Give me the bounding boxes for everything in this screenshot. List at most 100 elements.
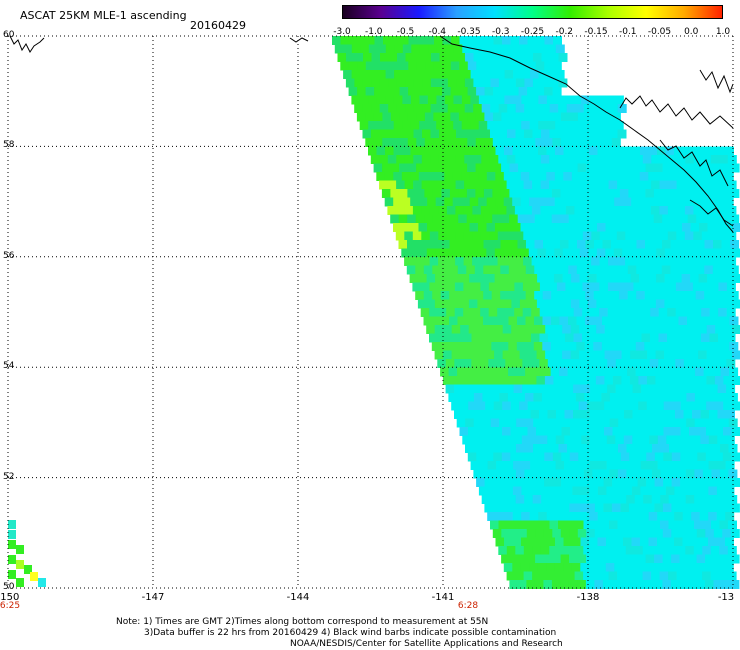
swath-cell <box>518 503 528 513</box>
swath-cell <box>708 486 718 496</box>
swath-cell <box>552 529 562 538</box>
swath-cell <box>728 495 738 504</box>
swath-cell <box>661 291 671 300</box>
swath-cell <box>605 172 615 181</box>
swath-cell <box>465 393 475 402</box>
swath-cell <box>612 478 622 487</box>
swath-cell <box>458 214 468 224</box>
swath-cell <box>723 427 732 436</box>
swath-cell <box>665 146 675 156</box>
swath-cell <box>725 146 734 156</box>
swath-cell <box>644 316 654 326</box>
swath-cell <box>433 138 443 147</box>
swath-cell <box>506 257 516 266</box>
swath-cell <box>689 325 699 334</box>
swath-cell <box>562 248 572 258</box>
swath-cell <box>391 87 401 96</box>
swath-cell <box>436 121 446 130</box>
swath-cell <box>701 231 711 241</box>
swath-cell <box>539 384 549 394</box>
swath-cell <box>505 410 514 419</box>
swath-cell <box>724 274 734 283</box>
swath-cell <box>503 248 513 258</box>
note-line-3: NOAA/NESDIS/Center for Satellite Applica… <box>290 639 563 649</box>
swath-cell <box>574 155 584 164</box>
swath-cell <box>531 282 541 292</box>
swath-cell <box>718 206 728 215</box>
swath-cell <box>495 172 505 181</box>
swath-cell <box>432 265 442 275</box>
swath-cell <box>686 444 695 453</box>
swath-cell <box>723 325 733 334</box>
swath-cell <box>655 376 665 385</box>
swath-cell <box>561 452 571 462</box>
swath-cell <box>534 240 544 249</box>
swath-cell <box>685 546 695 555</box>
swath-cell <box>507 418 517 428</box>
swath-cell <box>730 189 740 198</box>
swath-cell <box>407 163 417 173</box>
swath-cell <box>727 231 737 241</box>
swath-cell <box>506 180 516 190</box>
swath-cell <box>524 469 534 479</box>
swath-cell <box>697 401 707 411</box>
swath-cell <box>685 571 695 581</box>
swath-cell <box>475 138 485 147</box>
swath-cell <box>334 44 344 54</box>
swath-cell <box>526 240 535 249</box>
swath-cell <box>558 104 568 113</box>
swath-cell <box>471 308 481 317</box>
swath-cell <box>535 503 545 513</box>
swath-cell <box>401 197 411 207</box>
swath-cell <box>555 121 565 130</box>
swath-cell <box>541 53 551 62</box>
swath-cell <box>624 410 633 419</box>
swath-cell <box>719 571 729 581</box>
swath-cell <box>503 563 513 572</box>
swath-cell <box>627 291 637 300</box>
swath-cell <box>595 478 605 487</box>
swath-cell <box>596 248 606 258</box>
swath-cell <box>465 418 475 428</box>
swath-cell <box>597 537 607 547</box>
swath-cell <box>582 231 592 241</box>
swath-cell <box>670 189 680 198</box>
swath-cell <box>546 172 556 181</box>
swath-cell <box>707 172 717 181</box>
swath-cell <box>641 410 650 419</box>
swath-cell <box>720 367 730 377</box>
swath-cell <box>640 486 650 496</box>
swath-cell <box>591 257 601 266</box>
swath-cell <box>496 384 506 394</box>
swath-cell <box>419 121 429 130</box>
swath-cell <box>713 503 723 513</box>
swath-cell <box>620 503 630 513</box>
swath-cell <box>515 571 525 581</box>
swath-cell <box>549 78 559 88</box>
swath-cell <box>638 427 647 436</box>
swath-cell <box>652 342 662 351</box>
swath-cell <box>635 418 645 428</box>
swath-cell <box>526 214 536 224</box>
swath-cell <box>534 265 544 275</box>
swath-cell <box>583 155 593 164</box>
swath-cell <box>421 257 431 266</box>
swath-cell <box>605 563 615 572</box>
swath-cell <box>632 410 642 419</box>
swath-cell <box>471 282 481 292</box>
swath-cell <box>470 461 480 470</box>
swath-cell <box>528 325 538 334</box>
swath-cell <box>475 112 485 122</box>
swath-cell <box>479 435 489 445</box>
swath-cell <box>574 206 584 215</box>
swath-cell <box>678 342 688 351</box>
swath-cell <box>368 121 378 130</box>
swath-cell <box>703 444 712 453</box>
swath-cell <box>501 529 511 538</box>
swath-cell <box>679 503 689 513</box>
swath-cell <box>379 155 389 164</box>
swath-cell <box>485 401 495 411</box>
swath-cell <box>413 180 423 190</box>
swath-cell <box>716 172 726 181</box>
swath-cell <box>620 529 630 538</box>
